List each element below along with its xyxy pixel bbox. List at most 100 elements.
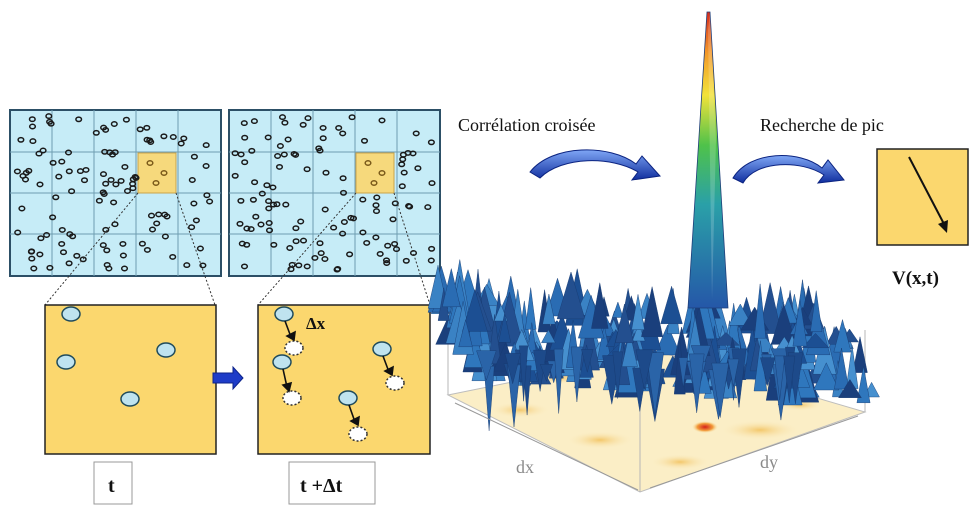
particle-dot <box>412 130 420 137</box>
surface-valley <box>760 357 776 387</box>
particle-dot <box>286 245 294 251</box>
velocity-vector-arrowhead <box>938 220 948 233</box>
particle-dot <box>199 262 207 269</box>
zoom-window-t-dt-origin-particles <box>272 306 392 406</box>
particle-dot <box>110 121 118 127</box>
time-label-t-dt-box: t +Δt <box>288 461 376 505</box>
particle-dot <box>99 242 107 249</box>
surface-spike <box>525 287 537 330</box>
particle-dot <box>372 234 380 241</box>
particle-dot <box>155 211 163 218</box>
particle-dot <box>322 169 330 176</box>
particle-dot <box>192 217 200 224</box>
particle-dot <box>339 175 347 182</box>
particle <box>274 306 294 322</box>
surface-valley <box>711 362 729 418</box>
particle-dot <box>241 134 249 141</box>
particle-dot <box>45 113 53 120</box>
surface-spike <box>754 283 767 339</box>
particle-dot <box>183 262 191 269</box>
axis-dy: dy <box>649 415 859 489</box>
cross-correlation-label: Corrélation croisée <box>458 115 595 135</box>
surface-spike <box>856 365 871 403</box>
particle-dot <box>406 203 414 210</box>
particle-dot <box>243 241 251 248</box>
surface-spike <box>621 331 638 367</box>
particle-dot <box>49 159 57 166</box>
particle-dot <box>360 137 369 144</box>
particle-dot <box>384 242 392 249</box>
zoom-window-t-dt: Δx <box>257 304 431 455</box>
surface-spike <box>834 347 850 390</box>
particle-dot <box>55 173 63 180</box>
time-label-t-dt: t +Δt <box>300 475 343 497</box>
particle-dot <box>121 163 129 170</box>
particle-dot <box>202 163 210 169</box>
displaced-particle <box>348 426 368 442</box>
particle-dot <box>265 198 273 205</box>
correlation-noise-surface <box>427 259 880 431</box>
particle-dot <box>299 121 307 128</box>
surface-spike <box>542 293 556 325</box>
surface-spike <box>462 288 488 332</box>
particle-dot <box>17 136 25 143</box>
particle-dot <box>30 265 38 272</box>
particle-dot <box>27 248 35 255</box>
surface-spike <box>852 336 868 373</box>
particle-dot <box>247 226 255 233</box>
particle-dot <box>161 233 169 240</box>
particle-dot <box>190 200 198 207</box>
particle-dot <box>299 237 308 244</box>
particle-dot <box>117 177 125 184</box>
particle-dot <box>49 214 57 221</box>
time-label-t-box: t <box>93 461 133 505</box>
particle-dot <box>241 159 249 166</box>
surface-spike <box>801 333 830 348</box>
correlation-surface <box>427 11 880 493</box>
frame-t-dt-grid <box>229 110 440 276</box>
surface-spike <box>654 324 681 356</box>
particle <box>372 341 392 357</box>
surface-spike <box>810 290 823 332</box>
particle-dot <box>36 251 44 258</box>
particle-dot <box>28 116 36 123</box>
particle-dot <box>169 253 177 260</box>
particle-dot <box>129 185 137 192</box>
particle-dot <box>100 124 108 131</box>
particle-dot <box>290 150 298 157</box>
particle-dot <box>311 254 319 261</box>
particle-dot <box>373 194 381 201</box>
particle-dot <box>35 150 43 157</box>
particle-dot <box>414 165 422 172</box>
particle-dot <box>188 177 196 183</box>
frame-t-particles <box>13 113 214 272</box>
particle-dot <box>73 252 81 259</box>
particle-dot <box>287 266 295 273</box>
particle-dot <box>13 168 21 175</box>
particle-dot <box>391 200 399 207</box>
particle-dot <box>364 160 372 166</box>
particle-dot <box>75 116 83 123</box>
surface-spike <box>615 303 634 343</box>
particle-dot <box>339 189 348 196</box>
particle-dot <box>29 138 37 145</box>
particle-dot <box>240 263 249 270</box>
particle-dot <box>258 190 266 197</box>
particle-dot <box>398 183 406 190</box>
particle <box>272 354 292 370</box>
particle-dot <box>240 120 248 127</box>
particle-dot <box>339 230 347 237</box>
particle-dot <box>250 118 258 125</box>
particle-dot <box>66 231 74 238</box>
velocity-label: V(x,t) <box>892 268 939 289</box>
frame-t-dt-particles <box>231 114 436 273</box>
particle-dot <box>138 240 146 247</box>
surface-valley <box>540 364 553 382</box>
particle-dot <box>43 232 51 238</box>
particle-dot <box>281 119 289 126</box>
particle <box>56 354 76 370</box>
particle-dot <box>265 220 273 226</box>
particle-dot <box>399 156 407 163</box>
particle-dot <box>359 196 367 203</box>
frame-t-dt-interrogation-window <box>355 152 395 194</box>
